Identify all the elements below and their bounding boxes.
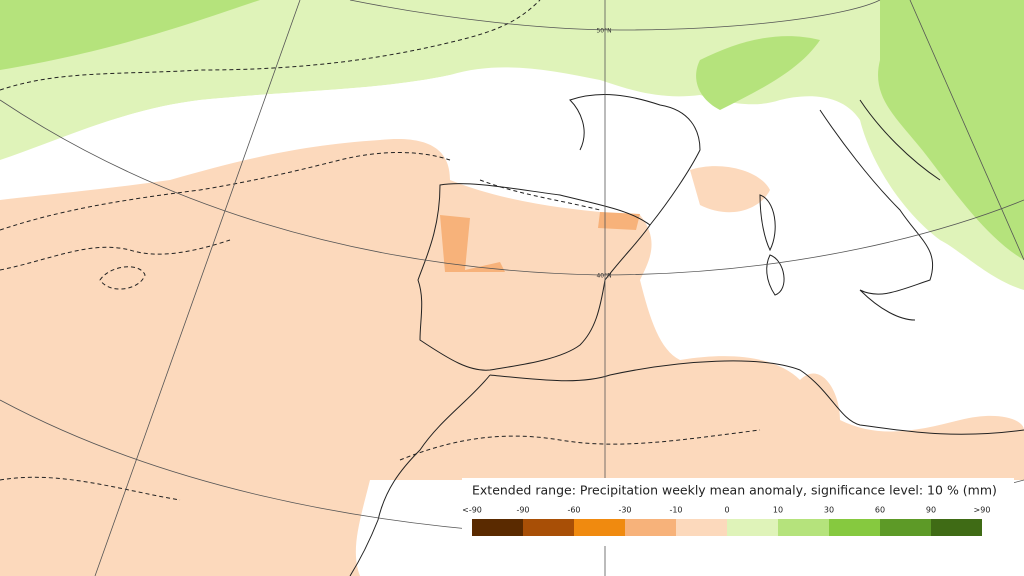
anomaly-green (696, 36, 820, 110)
legend: Extended range: Precipitation weekly mea… (462, 478, 1014, 546)
graticule-label: 40°N (596, 273, 611, 280)
legend-swatch (829, 519, 880, 536)
anomaly-green (0, 0, 260, 70)
legend-label: 90 (926, 506, 936, 515)
anomaly-negative (440, 215, 505, 272)
anomaly-negative-light (690, 166, 770, 213)
legend-label: 30 (824, 506, 834, 515)
legend-label: -10 (669, 506, 682, 515)
legend-swatch (778, 519, 829, 536)
legend-swatch (523, 519, 574, 536)
legend-swatch (625, 519, 676, 536)
legend-swatch (574, 519, 625, 536)
legend-swatch (727, 519, 778, 536)
legend-label: -30 (618, 506, 631, 515)
legend-label: 10 (773, 506, 783, 515)
legend-label: -90 (516, 506, 529, 515)
coastlines (349, 94, 1024, 576)
graticule-label: 50°N (596, 28, 611, 35)
legend-label: 60 (875, 506, 885, 515)
legend-label: <-90 (462, 506, 482, 515)
anomaly-negative (598, 212, 640, 230)
significance-contours (0, 0, 761, 501)
legend-swatch (676, 519, 727, 536)
legend-label: >90 (974, 506, 991, 515)
legend-label: 0 (724, 506, 729, 515)
legend-swatch (880, 519, 931, 536)
legend-swatch (472, 519, 523, 536)
legend-title: Extended range: Precipitation weekly mea… (472, 483, 997, 498)
legend-swatch (931, 519, 982, 536)
anomaly-green (878, 0, 1024, 260)
anomaly-neutral (0, 71, 638, 210)
anomaly-negative-light (0, 139, 1024, 576)
legend-label: -60 (567, 506, 580, 515)
